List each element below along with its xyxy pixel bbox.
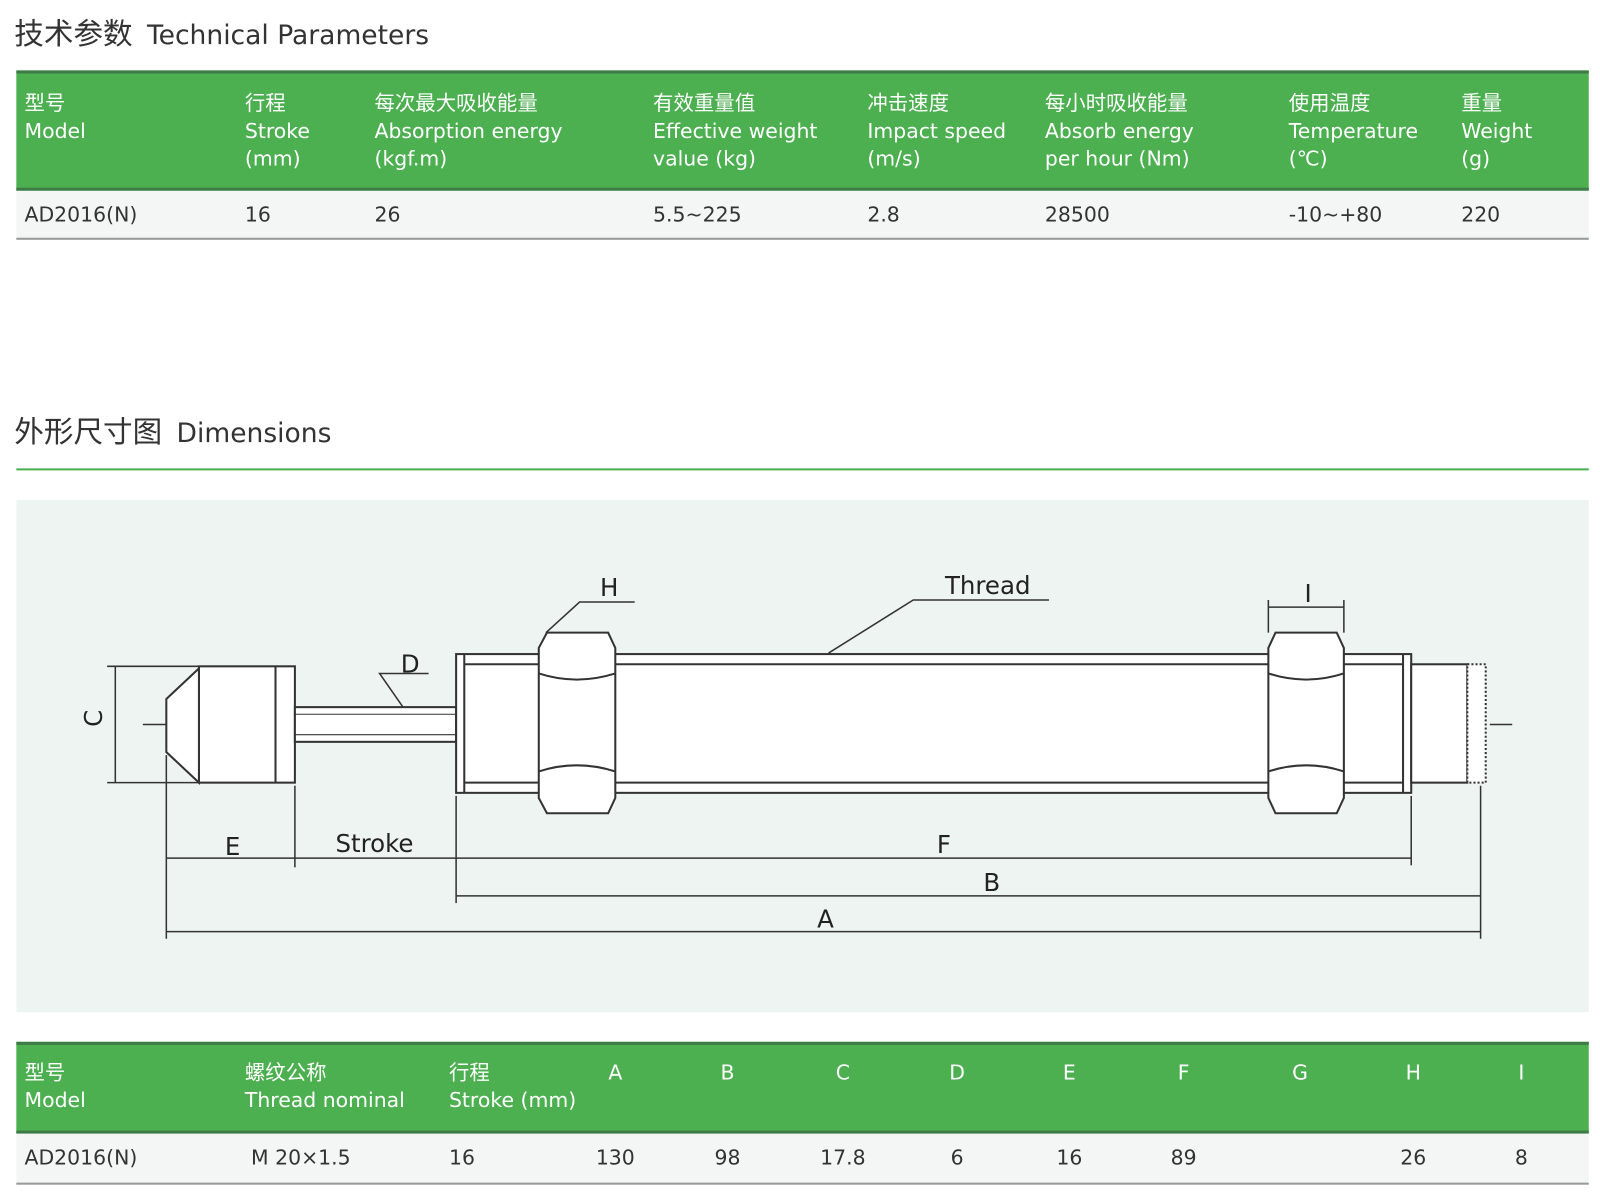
cell-h: 26 [1400, 1144, 1427, 1170]
cell-f: 89 [1170, 1144, 1197, 1170]
label-b: B [983, 868, 1000, 897]
cell-absorb-energy-hour: 28500 [1044, 202, 1110, 227]
technical-parameters-table: 型号 Model 行程 Stroke (mm) 每次最大吸收能量 Absorpt… [16, 70, 1589, 240]
header-impact-speed: 冲击速度 Impact speed (m/s) [867, 90, 1007, 171]
header-thread-nominal: 螺纹公称 Thread nominal [244, 1060, 405, 1113]
cell-absorption-energy: 26 [374, 202, 401, 227]
header-effective-weight: 有效重量值 Effective weight value (kg) [653, 90, 818, 171]
hex-nut-right [1267, 631, 1345, 815]
cell-temperature: -10~+80 [1288, 202, 1383, 227]
cell-d: 6 [950, 1144, 964, 1170]
label-stroke: Stroke [335, 829, 413, 858]
end-cap [1410, 663, 1487, 784]
label-a: A [817, 905, 834, 934]
table-header: 型号 Model 行程 Stroke (mm) 每次最大吸收能量 Absorpt… [16, 70, 1589, 191]
cell-c: 17.8 [820, 1144, 866, 1170]
header-absorption-energy: 每次最大吸收能量 Absorption energy (kgf.m) [374, 90, 563, 171]
label-c: C [79, 710, 108, 727]
piston-rod [293, 706, 458, 743]
header-b: B [720, 1060, 735, 1085]
table-row: AD2016(N) M 20×1.5 16 130 98 17.8 6 16 8… [16, 1133, 1589, 1185]
cell-e: 16 [1056, 1144, 1083, 1170]
cell-stroke: 16 [244, 202, 271, 227]
label-e: E [225, 832, 240, 861]
cell-thread-nominal: M 20×1.5 [251, 1144, 351, 1170]
cell-i: 8 [1514, 1144, 1528, 1170]
section-title-technical-parameters: 技术参数 Technical Parameters [14, 10, 429, 53]
header-d: D [949, 1060, 965, 1085]
header-stroke: 行程 Stroke (mm) [244, 90, 310, 171]
divider [16, 468, 1589, 471]
table-header: 型号 Model 螺纹公称 Thread nominal 行程 Stroke (… [16, 1041, 1589, 1134]
cell-effective-weight: 5.5~225 [653, 202, 742, 227]
header-stroke: 行程 Stroke (mm) [448, 1060, 577, 1113]
label-f: F [937, 830, 951, 859]
title-en: Dimensions [176, 418, 332, 449]
title-cn: 外形尺寸图 [14, 414, 163, 449]
cell-impact-speed: 2.8 [867, 202, 900, 227]
cell-weight: 220 [1461, 202, 1501, 227]
piston-cap [165, 665, 296, 786]
header-c: C [835, 1060, 850, 1085]
header-a: A [608, 1060, 623, 1085]
table-row: AD2016(N) 16 26 5.5~225 2.8 28500 -10~+8… [16, 190, 1589, 240]
label-h: H [600, 573, 618, 602]
section-title-dimensions: 外形尺寸图 Dimensions [14, 408, 331, 451]
label-i: I [1305, 579, 1312, 608]
header-g: G [1292, 1060, 1308, 1085]
header-absorb-energy-hour: 每小时吸收能量 Absorb energy per hour (Nm) [1044, 90, 1194, 171]
header-model: 型号 Model [24, 1060, 86, 1113]
label-thread: Thread [944, 571, 1031, 600]
header-weight: 重量 Weight (g) [1461, 90, 1533, 171]
cell-model: AD2016(N) [24, 202, 138, 227]
label-d: D [401, 649, 420, 678]
header-i: I [1518, 1060, 1525, 1085]
title-cn: 技术参数 [14, 16, 133, 52]
hex-nut-left [537, 631, 617, 815]
header-model: 型号 Model [24, 90, 86, 143]
cell-model: AD2016(N) [24, 1144, 138, 1170]
header-e: E [1062, 1060, 1076, 1085]
header-temperature: 使用温度 Temperature (℃) [1288, 90, 1419, 171]
title-en: Technical Parameters [146, 20, 430, 52]
cell-b: 98 [714, 1144, 741, 1170]
dimension-lines [107, 599, 1482, 939]
header-h: H [1405, 1060, 1421, 1085]
header-f: F [1177, 1060, 1190, 1085]
cell-stroke: 16 [448, 1144, 475, 1170]
dimensions-table: 型号 Model 螺纹公称 Thread nominal 行程 Stroke (… [16, 1041, 1589, 1185]
cell-a: 130 [595, 1144, 635, 1170]
